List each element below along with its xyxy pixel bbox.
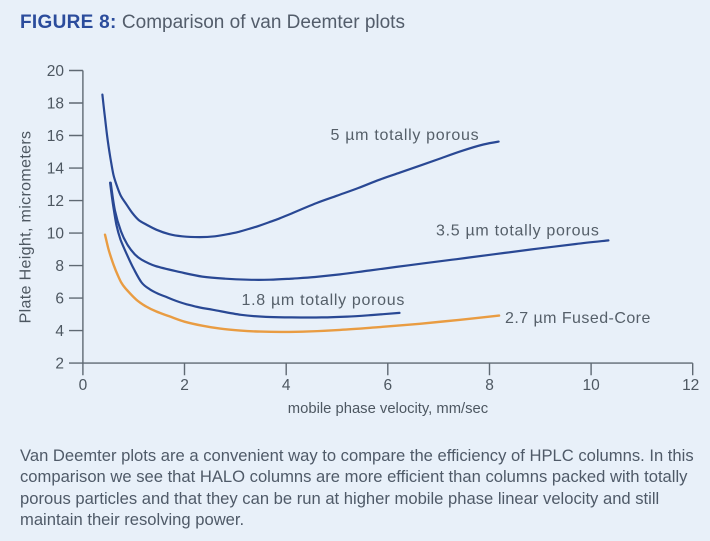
svg-text:16: 16 — [47, 128, 64, 145]
svg-text:12: 12 — [682, 377, 699, 394]
svg-text:10: 10 — [582, 377, 600, 394]
svg-text:2: 2 — [55, 356, 64, 373]
svg-text:5 µm totally porous: 5 µm totally porous — [331, 127, 480, 144]
svg-text:Plate Height, micrometers: Plate Height, micrometers — [18, 131, 35, 324]
svg-text:4: 4 — [55, 323, 64, 340]
svg-text:3.5 µm totally porous: 3.5 µm totally porous — [436, 222, 600, 239]
svg-text:8: 8 — [485, 377, 494, 394]
svg-text:4: 4 — [282, 377, 291, 394]
svg-text:6: 6 — [383, 377, 392, 394]
svg-text:6: 6 — [55, 291, 64, 308]
svg-text:10: 10 — [47, 226, 65, 243]
svg-text:2.7 µm Fused-Core: 2.7 µm Fused-Core — [505, 310, 651, 327]
svg-text:8: 8 — [55, 258, 64, 275]
svg-text:18: 18 — [47, 95, 64, 112]
svg-text:14: 14 — [47, 161, 65, 178]
svg-text:20: 20 — [47, 63, 65, 80]
svg-text:mobile phase velocity, mm/sec: mobile phase velocity, mm/sec — [288, 401, 489, 417]
svg-text:12: 12 — [47, 193, 64, 210]
svg-text:2: 2 — [180, 377, 189, 394]
svg-text:0: 0 — [79, 377, 88, 394]
svg-text:1.8 µm totally porous: 1.8 µm totally porous — [242, 292, 406, 309]
